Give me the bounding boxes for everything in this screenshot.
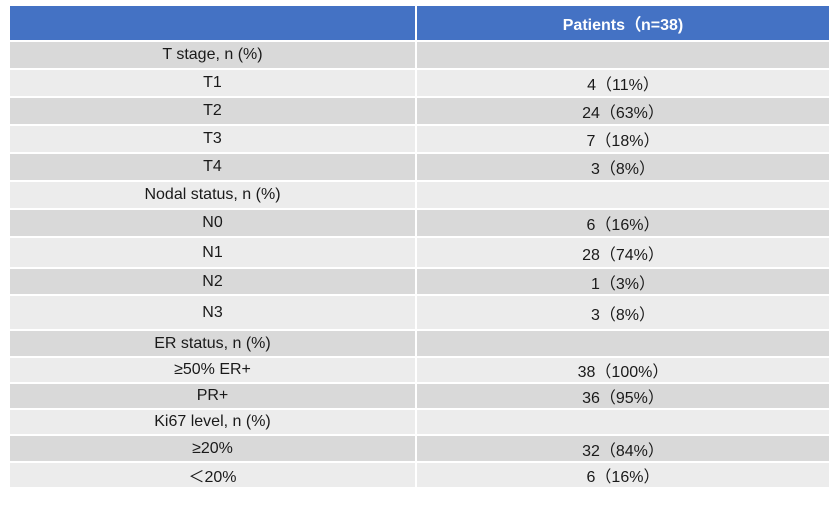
row-value — [417, 410, 829, 434]
row-value: 1（3%） — [417, 269, 829, 294]
row-label: N1 — [10, 238, 417, 267]
row-label: ≥20% — [10, 436, 417, 461]
row-label: T2 — [10, 98, 417, 124]
table-row: Nodal status, n (%) — [10, 182, 829, 210]
row-value: 7（18%） — [417, 126, 829, 152]
table-row: N1 28（74%） — [10, 238, 829, 269]
row-value — [417, 42, 829, 68]
header-cell-patients: Patients（n=38) — [417, 6, 829, 40]
row-label: N3 — [10, 296, 417, 329]
table-header-row: Patients（n=38) — [10, 6, 829, 42]
table-row: T1 4（11%） — [10, 70, 829, 98]
table-row: T3 7（18%） — [10, 126, 829, 154]
table-row: ＜20% 6（16%） — [10, 463, 829, 489]
row-value: 6（16%） — [417, 463, 829, 487]
table-row: T4 3（8%） — [10, 154, 829, 182]
row-value: 38（100%） — [417, 358, 829, 382]
table-row: ≥20% 32（84%） — [10, 436, 829, 463]
table-row: T stage, n (%) — [10, 42, 829, 70]
table-row: PR+ 36（95%） — [10, 384, 829, 410]
row-label: Nodal status, n (%) — [10, 182, 417, 208]
row-value: 3（8%） — [417, 296, 829, 329]
row-value: 3（8%） — [417, 154, 829, 180]
row-label: T stage, n (%) — [10, 42, 417, 68]
table-row: N0 6（16%） — [10, 210, 829, 238]
table-row: ER status, n (%) — [10, 331, 829, 358]
row-label: T4 — [10, 154, 417, 180]
patient-characteristics-table: Patients（n=38) T stage, n (%) T1 4（11%） … — [10, 6, 829, 489]
table-row: T2 24（63%） — [10, 98, 829, 126]
row-label: Ki67 level, n (%) — [10, 410, 417, 434]
row-label: PR+ — [10, 384, 417, 408]
row-label: T3 — [10, 126, 417, 152]
row-label: ＜20% — [10, 463, 417, 487]
row-value: 6（16%） — [417, 210, 829, 236]
header-cell-label — [10, 6, 417, 40]
row-label: ER status, n (%) — [10, 331, 417, 356]
row-label: T1 — [10, 70, 417, 96]
row-value: 4（11%） — [417, 70, 829, 96]
row-value — [417, 331, 829, 356]
row-value: 32（84%） — [417, 436, 829, 461]
row-value: 28（74%） — [417, 238, 829, 267]
row-label: N0 — [10, 210, 417, 236]
table-row: ≥50% ER+ 38（100%） — [10, 358, 829, 384]
table-row: N2 1（3%） — [10, 269, 829, 296]
row-value: 24（63%） — [417, 98, 829, 124]
row-label: N2 — [10, 269, 417, 294]
row-label: ≥50% ER+ — [10, 358, 417, 382]
table-row: N3 3（8%） — [10, 296, 829, 331]
row-value: 36（95%） — [417, 384, 829, 408]
table-row: Ki67 level, n (%) — [10, 410, 829, 436]
row-value — [417, 182, 829, 208]
